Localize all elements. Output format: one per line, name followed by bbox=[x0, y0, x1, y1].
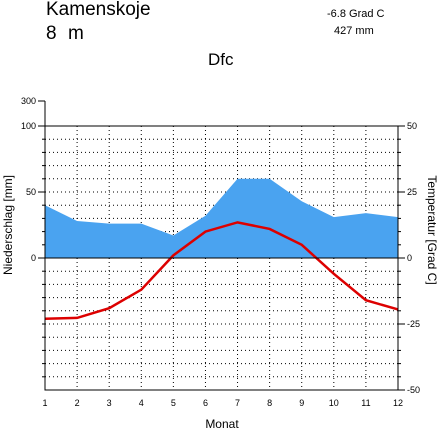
month-tick-label: 8 bbox=[267, 398, 272, 408]
month-tick-label: 11 bbox=[361, 398, 370, 408]
precip-tick-label: 0 bbox=[31, 253, 36, 263]
month-tick-label: 1 bbox=[42, 398, 47, 408]
temp-tick-label: -25 bbox=[407, 319, 420, 329]
station-name: Kamenskoje bbox=[46, 0, 151, 20]
month-tick-label: 2 bbox=[75, 398, 80, 408]
y-axis-right-label: Temperatur [Grad C] bbox=[425, 175, 439, 284]
month-tick-label: 9 bbox=[299, 398, 304, 408]
month-tick-label: 6 bbox=[203, 398, 208, 408]
temperature-line bbox=[44, 221, 399, 320]
month-tick-label: 4 bbox=[139, 398, 144, 408]
temp-tick-label: 50 bbox=[407, 121, 417, 131]
axis-labels: Monat Niederschlag [mm] Temperatur [Grad… bbox=[1, 175, 439, 430]
mean-temperature: -6.8 Grad C bbox=[327, 8, 385, 20]
precip-tick-label: 300 bbox=[21, 96, 36, 106]
precip-tick-label: 100 bbox=[21, 121, 36, 131]
elevation-value: 8 bbox=[46, 23, 57, 44]
temperature-series bbox=[44, 221, 399, 320]
month-tick-label: 12 bbox=[393, 398, 403, 408]
temp-tick-label: 0 bbox=[407, 253, 412, 263]
month-tick-label: 5 bbox=[171, 398, 176, 408]
precipitation-series bbox=[45, 178, 398, 258]
temp-tick-label: 25 bbox=[407, 187, 417, 197]
climate-classification: Dfc bbox=[208, 50, 234, 69]
month-tick-label: 10 bbox=[329, 398, 339, 408]
elevation-unit: m bbox=[68, 23, 84, 44]
precipitation-area bbox=[45, 178, 398, 258]
month-tick-label: 3 bbox=[107, 398, 112, 408]
month-tick-label: 7 bbox=[235, 398, 240, 408]
temp-tick-label: -50 bbox=[407, 385, 420, 395]
x-axis-label: Monat bbox=[205, 417, 239, 430]
precip-tick-label: 50 bbox=[26, 187, 36, 197]
y-axis-left-label: Niederschlag [mm] bbox=[1, 175, 15, 275]
annual-precipitation: 427 mm bbox=[334, 25, 374, 37]
